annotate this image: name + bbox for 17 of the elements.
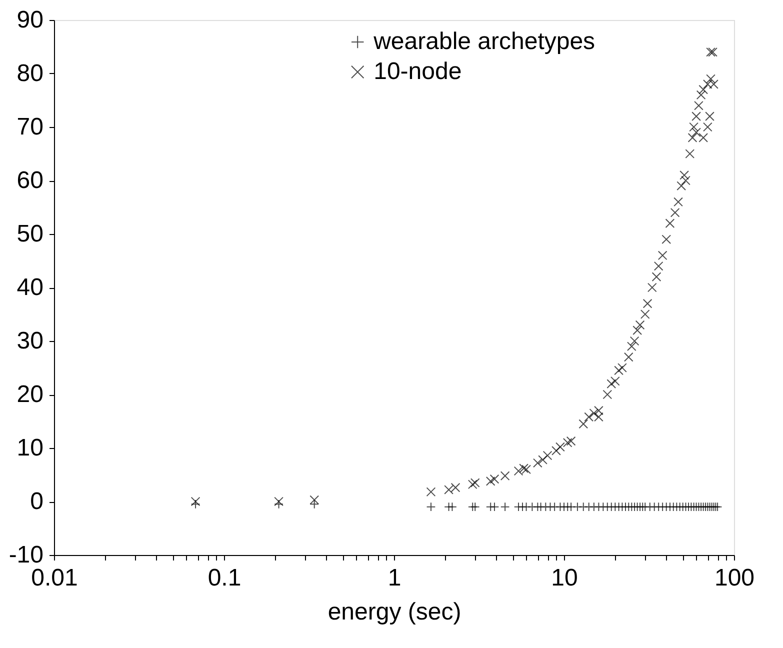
y-tick-label: 10: [16, 434, 44, 462]
y-tick-label: 20: [16, 381, 44, 408]
x-tick-label: 1: [388, 564, 402, 592]
y-tick-label: 40: [16, 274, 44, 301]
y-tick-label: 80: [16, 60, 44, 87]
x-tick-label: 10: [551, 564, 578, 592]
legend-label: 10-node: [374, 58, 462, 85]
x-tick-label: 100: [714, 564, 755, 592]
x-axis-title: energy (sec): [328, 598, 462, 626]
y-tick-label: 70: [16, 114, 44, 140]
y-tick-label: 60: [16, 167, 44, 194]
legend-label: wearable archetypes: [372, 28, 596, 55]
y-tick-label: 0: [30, 488, 44, 515]
y-tick-label: 90: [16, 6, 44, 34]
x-tick-label: 0.1: [208, 564, 242, 592]
y-tick-label: 50: [16, 220, 44, 248]
y-tick-label: 30: [16, 328, 44, 354]
